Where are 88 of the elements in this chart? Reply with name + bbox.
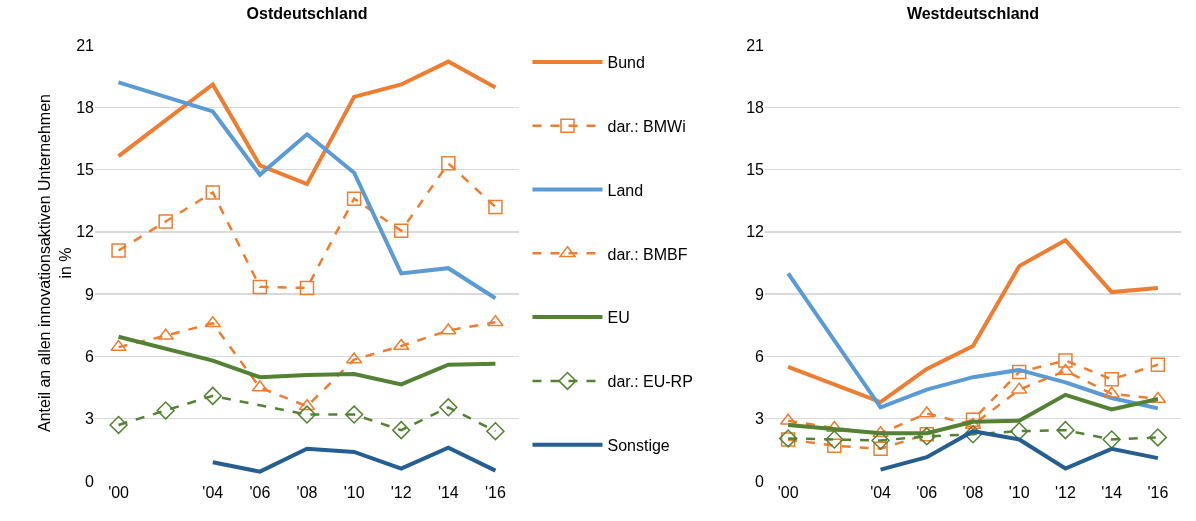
point xyxy=(392,420,411,440)
line-series xyxy=(786,238,1160,405)
point xyxy=(110,339,127,352)
point xyxy=(1102,430,1121,449)
x-tick-label: '00 xyxy=(777,484,799,501)
point xyxy=(440,323,457,335)
chart-title: Westdeutschland xyxy=(906,5,1040,23)
x-tick-label: '16 xyxy=(485,484,506,501)
x-tick-label: '06 xyxy=(249,484,271,501)
point xyxy=(826,420,843,433)
point xyxy=(1148,428,1168,447)
point xyxy=(156,401,175,420)
y-tick-label: 0 xyxy=(85,472,95,490)
point xyxy=(203,386,222,406)
point xyxy=(873,441,888,457)
y-tick-label: 12 xyxy=(746,223,765,241)
point xyxy=(1103,386,1120,398)
point xyxy=(1011,364,1027,380)
x-tick-label: '16 xyxy=(1147,484,1169,501)
y-tick-label: 18 xyxy=(76,98,95,116)
legend-label: Bund xyxy=(607,54,645,72)
point xyxy=(1056,420,1075,440)
legend-label: dar.: BMBF xyxy=(607,245,688,263)
point xyxy=(205,185,221,200)
point xyxy=(299,280,315,296)
y-axis-title: Anteil an allen innovationsaktiven Unternehmen in % xyxy=(36,94,75,432)
point xyxy=(346,191,362,206)
point xyxy=(344,405,364,424)
point xyxy=(109,415,128,435)
y-tick-label: 3 xyxy=(85,410,95,428)
x-tick-label: '08 xyxy=(296,484,318,501)
point xyxy=(965,412,981,427)
point xyxy=(871,431,890,450)
point xyxy=(872,426,889,438)
point xyxy=(1058,353,1073,368)
x-tick-label: '10 xyxy=(1008,484,1030,501)
y-tick-label: 15 xyxy=(746,161,765,179)
legend-label: dar.: EU-RP xyxy=(607,373,693,391)
y-tick-label: 21 xyxy=(746,36,765,54)
line-series xyxy=(786,271,1160,411)
y-tick-label: 6 xyxy=(85,348,95,366)
x-tick-label: '08 xyxy=(962,484,984,501)
point xyxy=(1150,357,1166,372)
x-tick-label: '14 xyxy=(1101,484,1123,501)
x-tick-label: '10 xyxy=(343,484,365,501)
point xyxy=(439,398,458,417)
y-tick-label: 0 xyxy=(755,472,765,490)
x-tick-label: '06 xyxy=(916,484,938,501)
line-series xyxy=(116,80,498,301)
point xyxy=(1104,372,1119,387)
x-tick-label: '12 xyxy=(1055,484,1076,501)
line-series xyxy=(116,59,498,187)
y-tick-label: 9 xyxy=(85,285,95,303)
y-tick-label: 18 xyxy=(746,98,765,116)
point xyxy=(392,338,410,351)
y-tick-label: 6 xyxy=(755,348,765,366)
legend-label: dar.: BMWi xyxy=(607,117,686,135)
point xyxy=(917,427,936,446)
point xyxy=(487,314,504,327)
x-tick-label: '12 xyxy=(390,484,412,501)
x-tick-label: '00 xyxy=(108,484,130,501)
point xyxy=(252,279,268,295)
line-series xyxy=(210,445,498,474)
point xyxy=(157,328,174,340)
legend-label: Land xyxy=(607,181,644,199)
x-tick-label: '14 xyxy=(437,484,459,501)
y-tick-label: 21 xyxy=(76,36,95,54)
point xyxy=(393,223,409,239)
legend-label: EU xyxy=(607,309,630,327)
point xyxy=(963,425,983,444)
point xyxy=(441,156,456,171)
point xyxy=(486,421,505,441)
point xyxy=(158,214,173,229)
y-tick-label: 3 xyxy=(755,410,765,428)
point xyxy=(204,315,222,328)
y-tick-label: 12 xyxy=(76,223,95,241)
legend-label: Sonstige xyxy=(607,436,670,454)
point xyxy=(1010,421,1029,441)
point xyxy=(297,405,317,424)
y-tick-label: 15 xyxy=(76,161,95,179)
point xyxy=(111,243,126,258)
x-tick-label: '04 xyxy=(202,484,224,501)
y-tick-label: 9 xyxy=(755,285,765,303)
point xyxy=(825,430,844,449)
point xyxy=(488,199,503,215)
chart-title: Ostdeutschland xyxy=(246,5,368,23)
x-tick-label: '04 xyxy=(870,484,892,501)
point xyxy=(1057,363,1074,375)
